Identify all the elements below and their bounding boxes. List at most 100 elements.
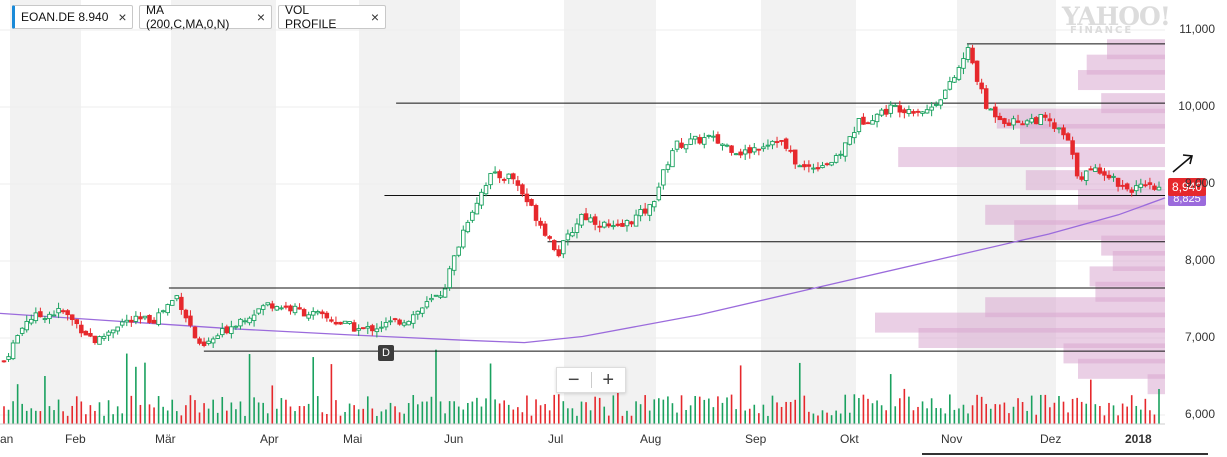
indicator-tag-volprofile[interactable]: VOL PROFILE × (278, 3, 386, 31)
x-tick-label: Mär (155, 432, 176, 446)
candle-body (424, 301, 430, 308)
close-icon[interactable]: × (370, 9, 379, 25)
candle-body (1143, 184, 1148, 187)
dividend-marker[interactable]: D (378, 345, 394, 361)
candle-body (451, 255, 457, 271)
indicator-tag-symbol[interactable]: EOAN.DE 8.940 × (12, 5, 133, 29)
volume-bar (116, 406, 119, 424)
candle-body (1088, 168, 1094, 171)
volume-bar (198, 412, 201, 424)
candle-body (429, 297, 434, 301)
candle-body (993, 106, 998, 118)
volume-bar (885, 410, 887, 424)
volume-bar (175, 411, 178, 424)
candle-body (119, 321, 125, 326)
volume-bar (307, 403, 310, 424)
volume-bar (471, 401, 474, 424)
candle-body (697, 137, 702, 144)
candle-body (47, 313, 52, 320)
indicator-tag-ma[interactable]: MA (200,C,MA,0,N) × (139, 3, 272, 31)
x-tick-label: Jun (444, 432, 464, 446)
candle-body (829, 161, 834, 166)
volume-profile-bar (1086, 54, 1165, 75)
volume-bar (1108, 402, 1110, 424)
zoom-out-button[interactable]: − (567, 369, 580, 391)
candle-body (674, 140, 680, 150)
volume-bar (262, 402, 264, 424)
volume-bar (321, 412, 324, 424)
volume-bar (362, 408, 365, 424)
volume-bar (762, 404, 765, 424)
volume-bar (430, 396, 433, 424)
candle-body (706, 134, 712, 137)
volume-bar (380, 411, 383, 424)
candle-body (233, 325, 239, 328)
zoom-control: − + (556, 367, 626, 393)
volume-bar (971, 405, 974, 424)
volume-bar (453, 401, 455, 424)
volume-bar (712, 407, 715, 424)
volume-bar (89, 405, 92, 424)
candle-body (652, 201, 657, 208)
candle-body (747, 147, 752, 154)
candle-body (283, 305, 289, 308)
volume-bar (180, 415, 183, 424)
volume-bar (212, 399, 214, 424)
candle-body (688, 138, 693, 145)
volume-bar (1049, 407, 1051, 424)
volume-profile-bar (1112, 251, 1165, 271)
volume-bar (962, 404, 965, 424)
candle-body (470, 211, 475, 221)
volume-bar (967, 413, 969, 424)
candle-body (529, 199, 534, 206)
candle-body (752, 147, 757, 153)
volume-bar (135, 366, 137, 424)
volume-bar (594, 396, 596, 424)
volume-bar (607, 415, 610, 424)
volume-bar (812, 413, 815, 424)
candle-body (474, 202, 480, 215)
volume-bar (389, 402, 392, 424)
x-tick-label: Okt (840, 432, 859, 446)
candle-body (597, 225, 602, 228)
volume-bar (207, 408, 210, 424)
volume-bar (112, 414, 114, 424)
volume-bar (953, 409, 956, 424)
candle-body (1106, 174, 1112, 179)
volume-bar (248, 354, 251, 424)
volume-bar (521, 412, 524, 424)
zoom-in-button[interactable]: + (602, 369, 615, 391)
volume-bar (1126, 406, 1128, 424)
volume-bar (644, 395, 646, 424)
volume-bar (121, 413, 124, 424)
volume-bar (557, 394, 560, 424)
volume-bar (485, 398, 487, 424)
volume-bar (494, 399, 496, 424)
candle-body (1129, 189, 1134, 193)
volume-bar (189, 395, 192, 424)
candle-body (133, 315, 139, 322)
x-tick-label: 2018 (1125, 432, 1152, 446)
volume-bar (621, 415, 624, 424)
candle-body (365, 326, 371, 329)
candle-body (615, 223, 621, 226)
candle-body (138, 316, 143, 320)
candle-body (1033, 117, 1039, 125)
volume-bar (103, 415, 105, 424)
close-icon[interactable]: × (118, 9, 127, 25)
candle-body (379, 326, 384, 329)
candle-body (774, 141, 780, 143)
volume-bar (35, 410, 37, 424)
candle-body (520, 184, 525, 195)
candle-body (329, 319, 334, 322)
volume-bar (698, 396, 701, 424)
candle-body (692, 135, 698, 140)
volume-bar (548, 410, 551, 424)
volume-bar (703, 399, 706, 424)
x-tick-label: Apr (260, 432, 279, 446)
candle-body (720, 143, 725, 146)
volume-bar (844, 394, 847, 424)
volume-bar (476, 397, 478, 424)
close-icon[interactable]: × (256, 9, 265, 25)
